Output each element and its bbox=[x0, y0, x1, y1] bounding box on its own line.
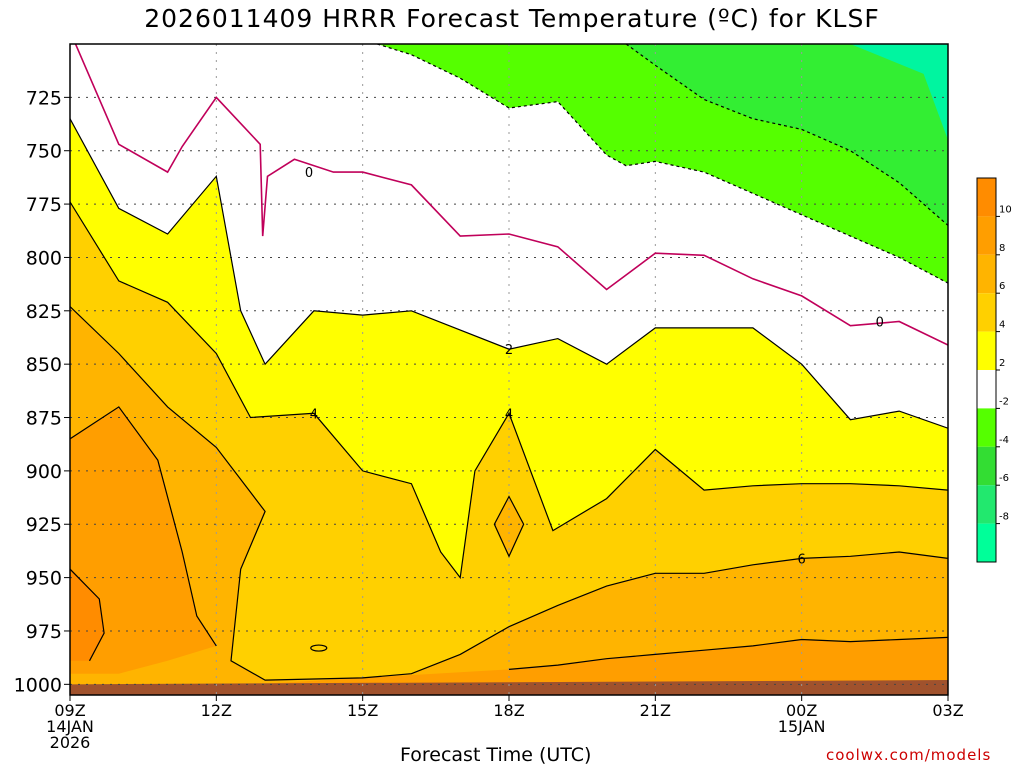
colorbar-label: -8 bbox=[999, 512, 1009, 523]
contour-label: 4 bbox=[310, 407, 318, 422]
isotherm-10 bbox=[70, 568, 105, 662]
y-tick-label: 950 bbox=[26, 568, 62, 590]
colorbar-label: -2 bbox=[999, 396, 1009, 407]
colorbar-label: 2 bbox=[999, 358, 1005, 369]
x-tick-label: 2026 bbox=[50, 733, 91, 752]
contour-label: 6 bbox=[798, 552, 806, 567]
y-tick-label: 725 bbox=[26, 87, 62, 109]
contour-label: 2 bbox=[505, 343, 513, 358]
y-tick-label: 775 bbox=[26, 194, 62, 216]
y-tick-label: 825 bbox=[26, 301, 62, 323]
isotherm-8 bbox=[70, 406, 217, 647]
band-8-lower bbox=[70, 637, 948, 695]
band-8-10 bbox=[70, 406, 217, 674]
colorbar-label: -6 bbox=[999, 473, 1009, 484]
isotherm-8-lower bbox=[508, 636, 948, 670]
colorbar-swatch bbox=[977, 370, 996, 409]
x-tick-label: 21Z bbox=[640, 701, 671, 720]
x-tick-label: 00Z bbox=[786, 701, 817, 720]
colorbar-label: 4 bbox=[999, 320, 1005, 331]
x-tick-label: 12Z bbox=[201, 701, 232, 720]
filled-contours bbox=[70, 44, 948, 695]
y-tick-label: 850 bbox=[26, 354, 62, 376]
x-tick-label: 03Z bbox=[932, 701, 963, 720]
colorbar-label: 8 bbox=[999, 243, 1005, 254]
band-6-8 bbox=[70, 306, 948, 695]
x-tick-label: 18Z bbox=[493, 701, 524, 720]
band-10 bbox=[70, 569, 105, 661]
contour-label: 4 bbox=[505, 407, 513, 422]
x-tick-label: 15JAN bbox=[778, 717, 826, 736]
colorbar-swatch bbox=[977, 485, 996, 524]
colorbar-swatch bbox=[977, 331, 996, 370]
isotherm-4 bbox=[70, 201, 948, 580]
colorbar-swatch bbox=[977, 216, 996, 255]
isotherm-2 bbox=[70, 118, 948, 429]
y-tick-label: 800 bbox=[26, 247, 62, 269]
x-axis-title: Forecast Time (UTC) bbox=[400, 744, 592, 766]
isotherm-6-small bbox=[310, 644, 328, 652]
colorbar-label: -4 bbox=[999, 435, 1009, 446]
isotherm-0 bbox=[74, 44, 948, 346]
x-tick-label: 15Z bbox=[347, 701, 378, 720]
colorbar-swatch bbox=[977, 408, 996, 447]
isotherm-6-local bbox=[493, 495, 525, 558]
band-neg6 bbox=[850, 44, 948, 141]
y-tick-label: 750 bbox=[26, 141, 62, 163]
chart-title: 2026011409 HRRR Forecast Temperature (ºC… bbox=[144, 4, 880, 33]
isotherm-6 bbox=[70, 306, 948, 681]
y-tick-label: 975 bbox=[26, 621, 62, 643]
y-tick-label: 875 bbox=[26, 408, 62, 430]
y-tick-label: 1000 bbox=[14, 674, 62, 696]
colorbar-swatch bbox=[977, 523, 996, 562]
colorbar-swatch bbox=[977, 178, 996, 217]
ground bbox=[70, 680, 948, 695]
x-tick-label: 09Z bbox=[54, 701, 85, 720]
colorbar-label: 10 bbox=[999, 204, 1012, 215]
contour-label: 0 bbox=[305, 166, 313, 181]
colorbar-swatch bbox=[977, 293, 996, 332]
contour-label: 0 bbox=[876, 315, 884, 330]
credit-link[interactable]: coolwx.com/models bbox=[826, 746, 992, 764]
colorbar-swatch bbox=[977, 254, 996, 294]
x-tick-label: 14JAN bbox=[46, 717, 94, 736]
colorbar-label: 6 bbox=[999, 281, 1005, 292]
y-tick-label: 900 bbox=[26, 461, 62, 483]
band-neg4-neg6 bbox=[626, 44, 948, 226]
colorbar-swatch bbox=[977, 446, 996, 486]
y-tick-label: 925 bbox=[26, 514, 62, 536]
